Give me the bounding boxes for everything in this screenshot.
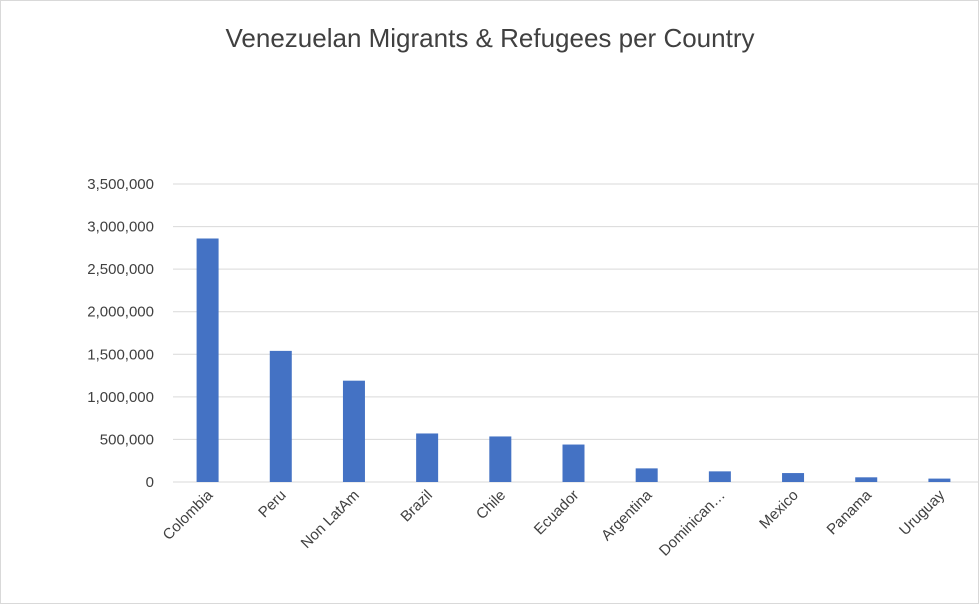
x-tick-label: Colombia (160, 486, 217, 543)
y-tick-label: 0 (146, 474, 154, 491)
y-tick-label: 500,000 (100, 431, 154, 448)
y-tick-label: 2,500,000 (87, 261, 154, 278)
bar-non-latam (342, 380, 365, 482)
bar-uruguay (928, 478, 951, 482)
y-tick-label: 2,000,000 (87, 304, 154, 321)
x-tick-label: Brazil (397, 487, 436, 526)
x-tick-label: Dominican… (656, 487, 729, 560)
bar-mexico (782, 473, 805, 482)
x-tick-label: Non LatAm (298, 487, 363, 552)
bar-dominican (708, 471, 731, 482)
bar-chile (489, 436, 512, 482)
x-tick-label: Argentina (598, 486, 656, 544)
bar-brazil (416, 433, 439, 482)
x-tick-label: Peru (255, 487, 289, 521)
y-tick-label: 3,500,000 (87, 176, 154, 193)
x-tick-label: Chile (473, 487, 509, 523)
y-axis-tick-labels: 0 500,000 1,000,000 1,500,000 2,000,000 2,500… (87, 176, 154, 491)
y-tick-label: 1,500,000 (87, 346, 154, 363)
gridlines (173, 183, 978, 483)
x-axis-tick-labels: Colombia Peru Non LatAm Brazil Chile Ecuador A… (160, 486, 949, 559)
x-tick-label: Mexico (756, 487, 802, 533)
bar-peru (269, 350, 292, 482)
x-tick-label: Panama (824, 486, 876, 538)
chart-title: Venezuelan Migrants & Refugees per Count… (226, 23, 755, 53)
bar-ecuador (562, 444, 585, 482)
bar-argentina (635, 468, 658, 482)
bar-colombia (196, 238, 219, 482)
bar-panama (855, 477, 878, 482)
bars (196, 238, 951, 482)
y-tick-label: 1,000,000 (87, 389, 154, 406)
x-tick-label: Uruguay (896, 486, 948, 538)
x-tick-label: Ecuador (531, 487, 583, 539)
y-tick-label: 3,000,000 (87, 219, 154, 236)
